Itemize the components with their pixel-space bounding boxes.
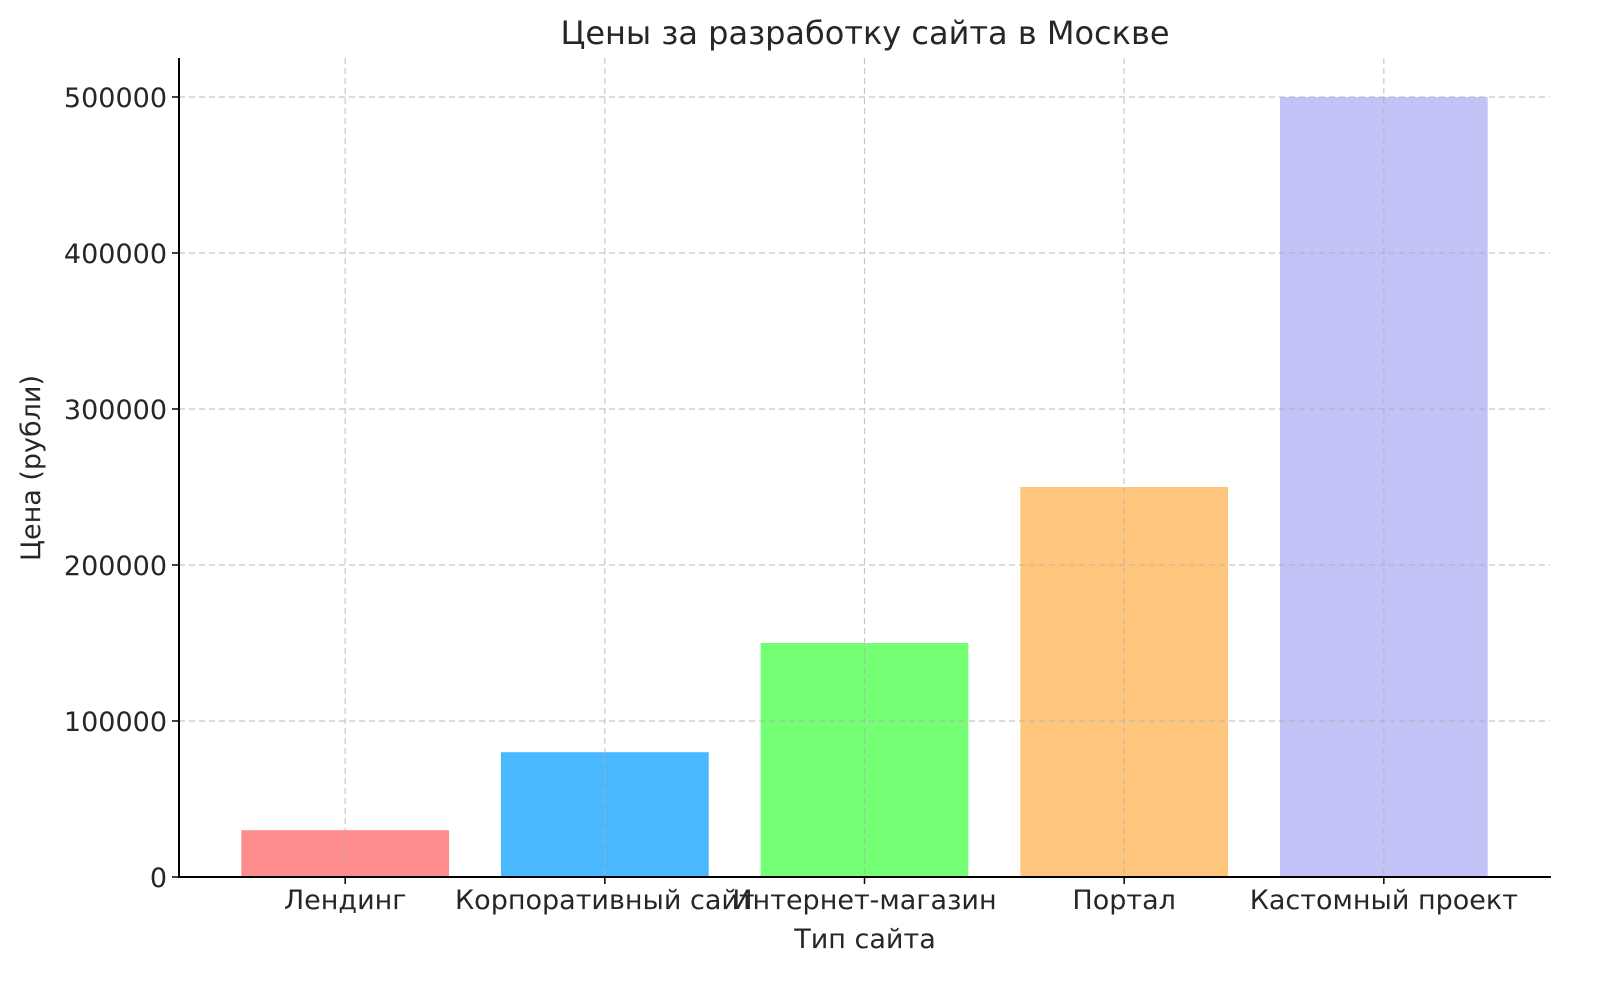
x-tick-label: Кастомный проект (1250, 885, 1518, 916)
x-tick-label: Интернет-магазин (732, 885, 996, 916)
y-tick-label: 500000 (64, 83, 167, 114)
y-tick-label: 0 (150, 863, 167, 894)
y-tick-label: 200000 (64, 551, 167, 582)
y-tick-label: 300000 (64, 395, 167, 426)
bar (1279, 97, 1488, 877)
y-tick-label: 400000 (64, 239, 167, 270)
chart-title: Цены за разработку сайта в Москве (560, 14, 1169, 52)
y-tick-label: 100000 (64, 707, 167, 738)
x-tick-label: Портал (1072, 885, 1176, 916)
x-tick-label: Корпоративный сайт (455, 885, 755, 916)
y-axis-label: Цена (рубли) (16, 375, 47, 561)
x-axis-label: Тип сайта (793, 924, 936, 955)
x-tick-label: Лендинг (284, 885, 407, 916)
